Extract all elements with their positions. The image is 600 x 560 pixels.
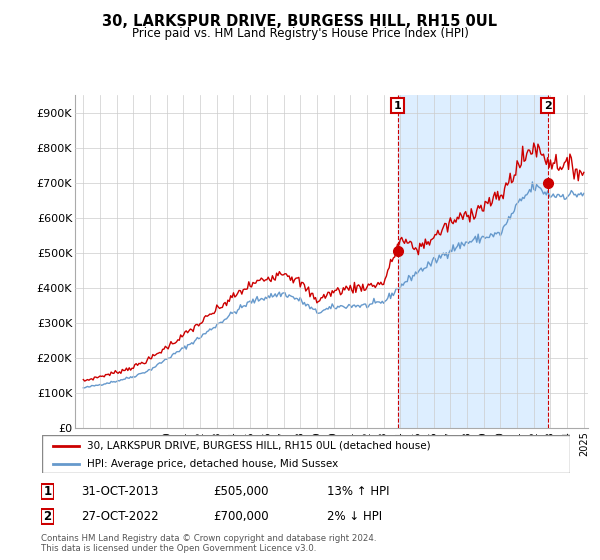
Text: 31-OCT-2013: 31-OCT-2013 [81,485,158,498]
Text: £505,000: £505,000 [213,485,269,498]
Text: 2: 2 [544,101,551,111]
Text: 1: 1 [43,485,52,498]
Text: 30, LARKSPUR DRIVE, BURGESS HILL, RH15 0UL: 30, LARKSPUR DRIVE, BURGESS HILL, RH15 0… [103,14,497,29]
Text: £700,000: £700,000 [213,510,269,524]
Text: 2% ↓ HPI: 2% ↓ HPI [327,510,382,524]
Bar [398,95,548,428]
Text: HPI: Average price, detached house, Mid Sussex: HPI: Average price, detached house, Mid … [87,459,338,469]
Text: 13% ↑ HPI: 13% ↑ HPI [327,485,389,498]
Text: 27-OCT-2022: 27-OCT-2022 [81,510,158,524]
Text: 2: 2 [43,510,52,524]
Text: 30, LARKSPUR DRIVE, BURGESS HILL, RH15 0UL (detached house): 30, LARKSPUR DRIVE, BURGESS HILL, RH15 0… [87,441,431,451]
Text: Price paid vs. HM Land Registry's House Price Index (HPI): Price paid vs. HM Land Registry's House … [131,27,469,40]
Text: Contains HM Land Registry data © Crown copyright and database right 2024.
This d: Contains HM Land Registry data © Crown c… [41,534,376,553]
Text: 1: 1 [394,101,401,111]
